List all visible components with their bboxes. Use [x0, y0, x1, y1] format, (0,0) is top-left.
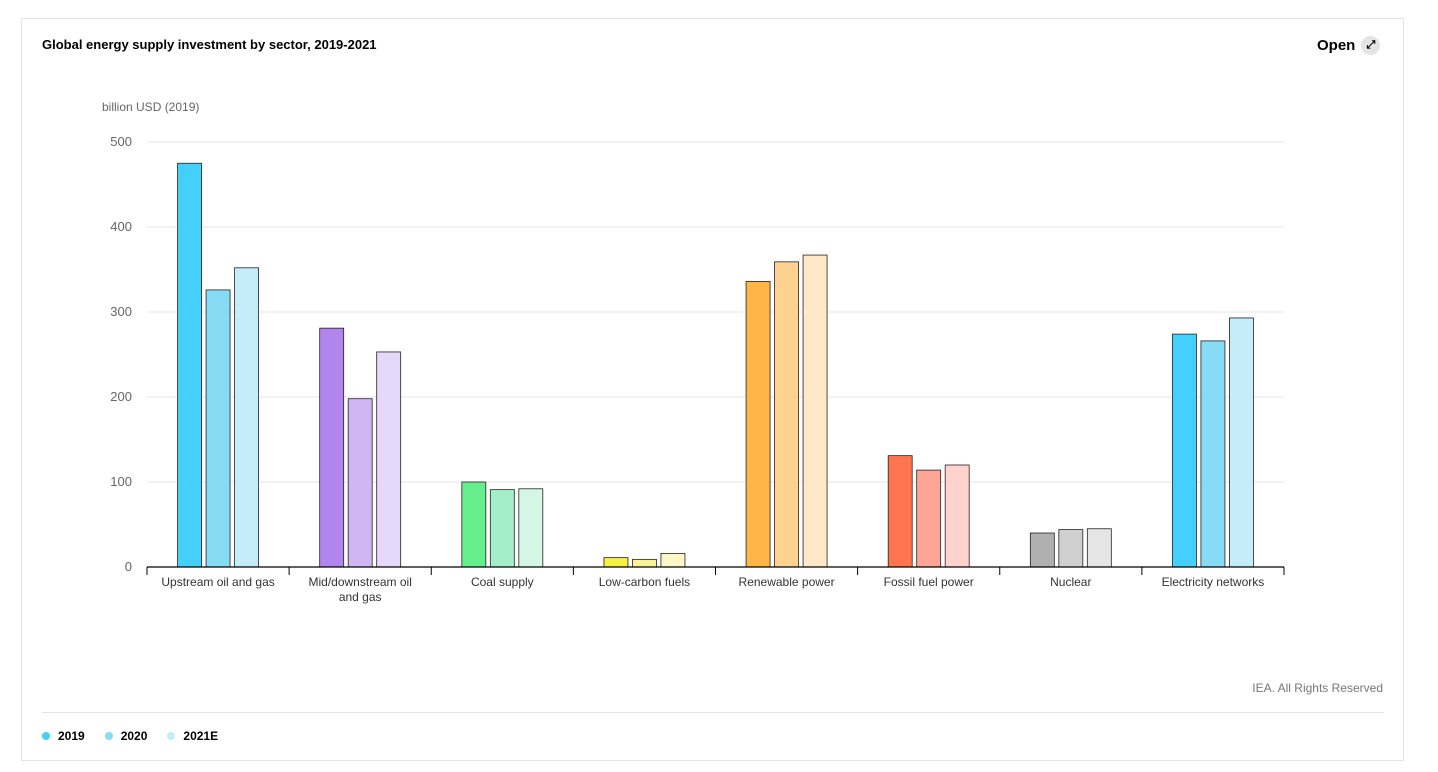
credit-text: IEA. All Rights Reserved: [1252, 681, 1383, 695]
bar-2020-4: [774, 261, 799, 568]
bar-2019-2: [461, 481, 487, 568]
chart-card: [21, 18, 1404, 761]
bar-2021E-7: [1229, 317, 1254, 568]
bar-2020-2: [489, 489, 515, 568]
bar-2021E-0: [234, 267, 259, 568]
x-tick-label: Coal supply: [471, 575, 534, 589]
y-tick-label: 400: [110, 219, 132, 234]
legend-label: 2019: [58, 729, 85, 743]
bar-2019-0: [177, 162, 202, 568]
legend-item-2020[interactable]: 2020: [104, 729, 148, 743]
open-button[interactable]: Open ⤢: [1317, 36, 1381, 55]
legend-dot-icon: [42, 732, 50, 740]
x-tick-label: and gas: [339, 590, 382, 604]
legend: 2019 2020 2021E: [42, 729, 218, 743]
bar-2020-7: [1200, 340, 1226, 568]
bar-2020-5: [916, 469, 942, 568]
divider: [42, 712, 1384, 713]
legend-dot-icon: [104, 732, 113, 740]
legend-item-2021E[interactable]: 2021E: [167, 729, 218, 743]
open-label: Open: [1317, 37, 1356, 54]
bar-2021E-2: [518, 488, 544, 568]
bar-2019-1: [319, 327, 345, 568]
bar-2020-0: [205, 289, 231, 568]
chart-title: Global energy supply investment by secto…: [42, 37, 377, 52]
x-tick-label: Low-carbon fuels: [599, 575, 690, 589]
legend-label: 2021E: [183, 729, 219, 743]
bar-2021E-6: [1086, 528, 1112, 568]
y-tick-label: 300: [110, 304, 132, 319]
bar-2019-3: [603, 557, 629, 568]
x-tick-label: Upstream oil and gas: [161, 575, 274, 589]
legend-dot-icon: [167, 732, 176, 740]
y-tick-label: 500: [110, 134, 132, 149]
x-tick-label: Renewable power: [739, 575, 835, 589]
bar-2020-3: [632, 558, 657, 568]
legend-item-2019[interactable]: 2019: [42, 729, 85, 743]
bar-2021E-4: [802, 254, 828, 568]
bar-2019-4: [745, 280, 771, 568]
legend-label: 2020: [120, 729, 148, 743]
bar-2021E-5: [944, 464, 970, 568]
bar-2021E-3: [660, 553, 686, 568]
bar-2020-6: [1058, 529, 1084, 568]
x-tick-label: Nuclear: [1050, 575, 1091, 589]
y-tick-label: 0: [125, 559, 132, 574]
expand-arrow-icon: ⤢: [1361, 36, 1381, 55]
y-tick-label: 200: [110, 389, 132, 404]
y-axis-label: billion USD (2019): [102, 100, 199, 114]
y-tick-label: 100: [110, 474, 132, 489]
x-tick-label: Mid/downstream oil: [309, 575, 412, 589]
x-tick-label: Electricity networks: [1162, 575, 1265, 589]
bar-2019-7: [1172, 333, 1197, 568]
bar-2019-5: [887, 455, 913, 568]
x-tick-label: Fossil fuel power: [884, 575, 974, 589]
bar-2021E-1: [376, 351, 402, 568]
bar-2020-1: [347, 398, 373, 568]
bar-2019-6: [1029, 532, 1055, 568]
